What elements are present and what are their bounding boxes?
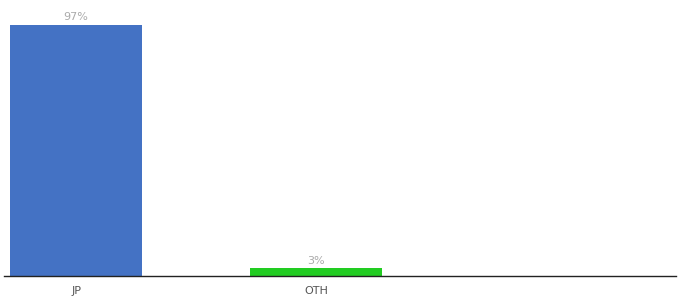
Bar [250, 268, 382, 276]
Text: 97%: 97% [64, 12, 88, 22]
Text: 3%: 3% [307, 256, 325, 266]
Bar [10, 25, 142, 276]
